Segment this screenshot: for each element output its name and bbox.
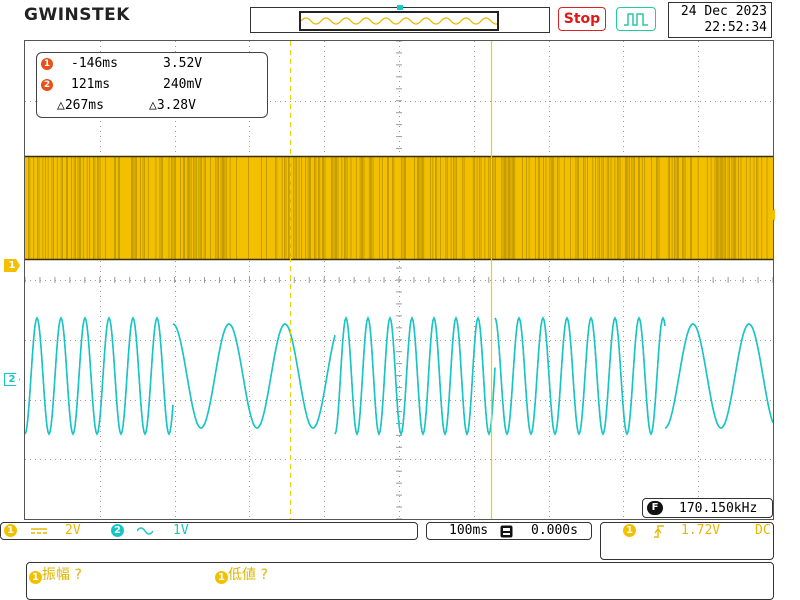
ch1-ground-marker[interactable]: 1 bbox=[4, 259, 20, 272]
cursor-readout-panel: 1 -146ms 3.52V 2 121ms 240mV △267ms △3.2… bbox=[36, 52, 268, 118]
date-label: 24 Dec 2023 bbox=[680, 4, 767, 19]
ac-coupling-icon bbox=[137, 527, 153, 535]
cursor2-marker-icon: 2 bbox=[41, 79, 53, 91]
overview-position-marker bbox=[397, 5, 403, 10]
run-stop-button[interactable]: Stop bbox=[558, 7, 606, 31]
horizontal-position-icon bbox=[500, 525, 513, 538]
cursor2-voltage: 240mV bbox=[163, 77, 203, 92]
frequency-value: 170.150kHz bbox=[679, 500, 758, 516]
ch2-waveform bbox=[172, 323, 336, 429]
ch2-waveform bbox=[334, 315, 496, 437]
trigger-source-badge: 1 bbox=[623, 524, 636, 537]
cursor1-time: -146ms bbox=[71, 56, 118, 71]
delta-time: △267ms bbox=[57, 98, 104, 113]
ch2-ground-marker[interactable]: 2 bbox=[4, 373, 20, 386]
clock-display: 24 Dec 2023 22:52:34 bbox=[668, 2, 772, 38]
ch2-badge: 2 bbox=[111, 524, 124, 537]
trigger-coupling: DC bbox=[755, 523, 771, 538]
frequency-counter: F 170.150kHz bbox=[642, 498, 773, 518]
frequency-badge-icon: F bbox=[647, 501, 663, 515]
ch2-waveform bbox=[664, 323, 774, 429]
ch2-waveform-shadow bbox=[494, 316, 666, 436]
cursor1-readout: 1 -146ms 3.52V bbox=[41, 53, 267, 74]
ch1-badge: 1 bbox=[4, 524, 17, 537]
trigger-status-bar[interactable]: 1 1.72V DC bbox=[600, 522, 774, 560]
channel-status-bar[interactable]: 1 2V 2 1V bbox=[0, 522, 418, 540]
cursor2-time: 121ms bbox=[71, 77, 111, 92]
measurement-item-amplitude[interactable]: 1 振幅 ? bbox=[29, 564, 82, 584]
measurement2-label: 低値 ? bbox=[228, 567, 268, 583]
trigger-level: 1.72V bbox=[681, 523, 721, 538]
waveform-canvas bbox=[24, 40, 774, 520]
timebase-status-bar[interactable]: 100ms 0.000s bbox=[426, 522, 592, 540]
dc-coupling-icon bbox=[31, 528, 47, 534]
cursor1-marker-icon: 1 bbox=[41, 58, 53, 70]
ch2-waveform-shadow bbox=[172, 323, 336, 429]
ch2-waveform bbox=[494, 316, 666, 436]
measurement-bar[interactable]: 1 振幅 ? 1 低値 ? bbox=[26, 562, 774, 600]
brand-logo: GWINSTEK bbox=[24, 5, 130, 25]
ch1-waveform-band bbox=[25, 156, 773, 260]
measurement1-channel-badge: 1 bbox=[29, 571, 42, 584]
cursor1-voltage: 3.52V bbox=[163, 56, 203, 71]
ch2-scale: 1V bbox=[173, 523, 189, 538]
rising-edge-icon bbox=[654, 525, 664, 538]
memory-overview-bar bbox=[250, 5, 550, 33]
ch2-waveform bbox=[24, 316, 174, 436]
pulse-icon bbox=[624, 13, 648, 26]
timebase-scale: 100ms bbox=[449, 523, 489, 538]
measurement2-channel-badge: 1 bbox=[215, 571, 228, 584]
trigger-status-button[interactable] bbox=[616, 7, 656, 31]
timebase-position: 0.000s bbox=[531, 523, 578, 538]
cursor-delta-readout: △267ms △3.28V bbox=[41, 95, 267, 116]
ch1-scale: 2V bbox=[65, 523, 81, 538]
overview-window bbox=[299, 11, 499, 31]
delta-voltage: △3.28V bbox=[149, 98, 196, 113]
time-label: 22:52:34 bbox=[704, 20, 767, 35]
measurement-item-low[interactable]: 1 低値 ? bbox=[215, 564, 268, 584]
measurement1-label: 振幅 ? bbox=[42, 567, 82, 583]
trigger-level-marker bbox=[767, 209, 775, 221]
overview-wave-icon bbox=[301, 17, 497, 25]
cursor2-readout: 2 121ms 240mV bbox=[41, 74, 267, 95]
waveform-display[interactable] bbox=[24, 40, 774, 520]
